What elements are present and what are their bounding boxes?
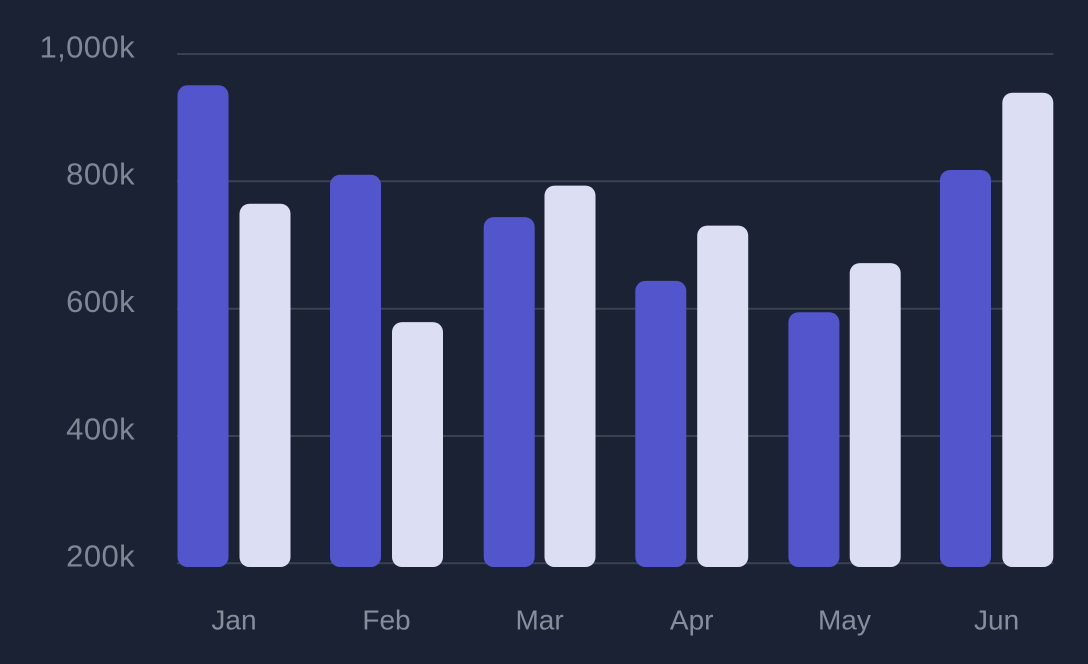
svg-text:200k: 200k	[66, 539, 135, 574]
svg-text:Apr: Apr	[670, 604, 714, 635]
svg-text:Jan: Jan	[211, 604, 256, 635]
svg-text:Mar: Mar	[515, 604, 563, 635]
svg-text:Jun: Jun	[974, 604, 1019, 635]
svg-text:800k: 800k	[66, 157, 135, 192]
svg-text:400k: 400k	[66, 411, 135, 446]
svg-text:600k: 600k	[66, 284, 135, 319]
svg-text:Feb: Feb	[362, 604, 410, 635]
svg-text:1,000k: 1,000k	[40, 29, 136, 64]
svg-text:May: May	[818, 604, 871, 635]
